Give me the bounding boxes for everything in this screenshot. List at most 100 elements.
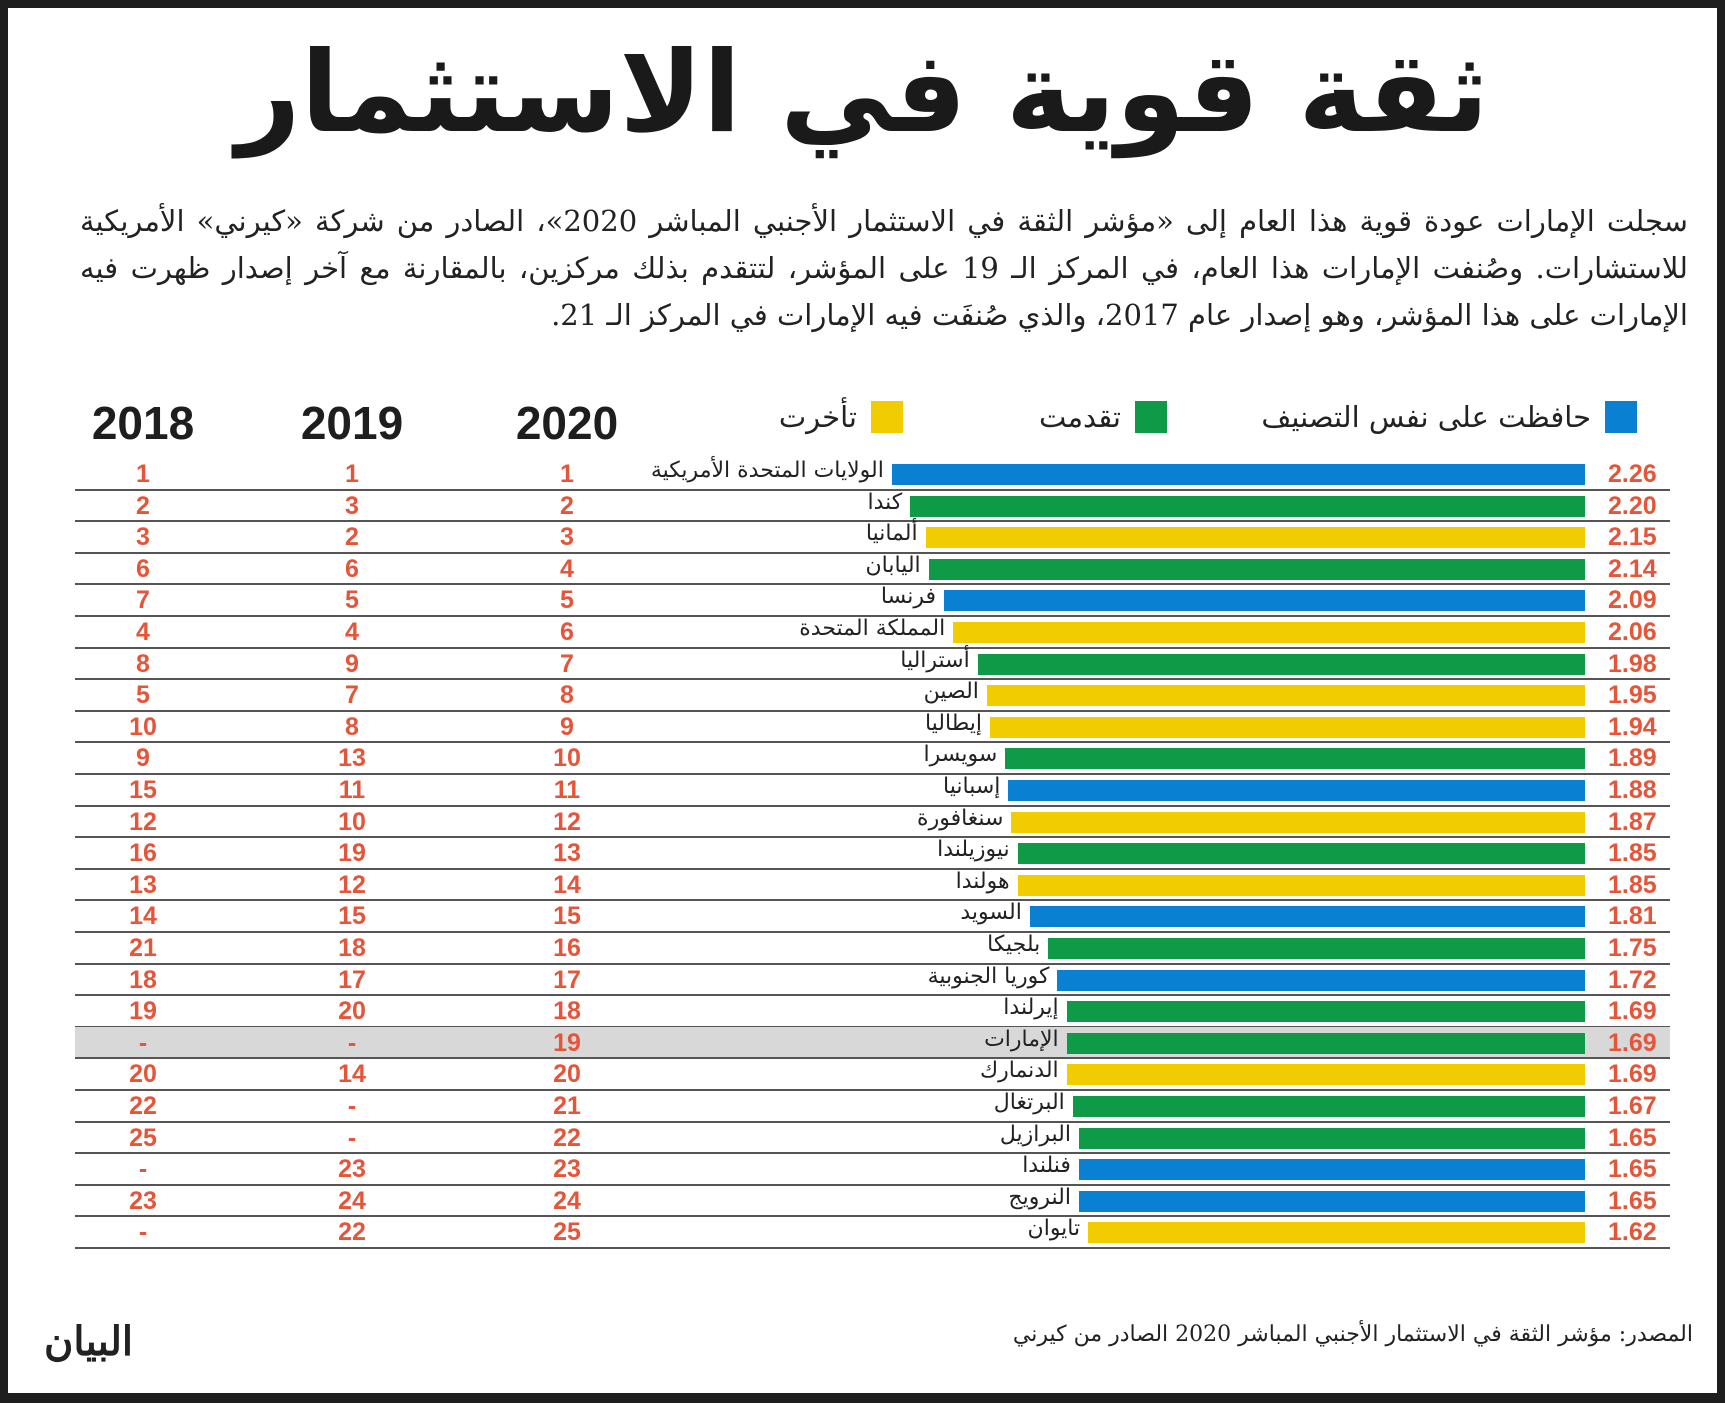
rank-2018: 23 [129, 1186, 157, 1215]
bar-same [1078, 1190, 1585, 1212]
legend-same: حافظت على نفس التصنيف [1261, 400, 1637, 434]
rank-2020: 12 [553, 807, 581, 836]
rank-2019: 22 [338, 1218, 366, 1247]
rank-2018: 19 [129, 997, 157, 1026]
bar-down [990, 716, 1585, 738]
rank-2020: 25 [553, 1218, 581, 1247]
rank-2020: 15 [553, 902, 581, 931]
rank-2020: 4 [560, 554, 574, 583]
country-label: أستراليا [900, 647, 970, 673]
row-divider [75, 1120, 1670, 1123]
table-row: 8 9 7 أستراليا 1.98 [75, 648, 1670, 680]
row-divider [75, 899, 1670, 902]
bar-down [925, 527, 1585, 549]
value-label: 1.65 [1608, 1155, 1657, 1184]
country-label: إسبانيا [943, 774, 1001, 799]
legend-label-up: تقدمت [1039, 400, 1121, 434]
rank-2018: 10 [129, 712, 157, 741]
rank-2020: 21 [553, 1092, 581, 1120]
country-label: سنغافورة [917, 805, 1004, 831]
rank-2019: 14 [338, 1060, 366, 1089]
country-label: بلجيكا [987, 932, 1041, 957]
rank-2020: 1 [560, 460, 574, 488]
rank-2018: 21 [129, 934, 157, 962]
rank-2019: 8 [345, 712, 359, 741]
table-row: - 22 25 تايوان 1.62 [75, 1216, 1670, 1248]
row-divider [75, 1089, 1670, 1091]
rank-2020: 9 [560, 712, 574, 741]
table-row: 10 8 9 إيطاليا 1.94 [75, 711, 1670, 743]
legend-swatch-down [871, 401, 903, 433]
rank-2019: 17 [338, 965, 366, 994]
rank-2019: 9 [345, 649, 359, 678]
legend-label-down: تأخرت [778, 400, 857, 434]
intro-paragraph: سجلت الإمارات عودة قوية هذا العام إلى «م… [80, 204, 1688, 332]
rank-2018: 20 [129, 1060, 157, 1089]
rank-2019: - [347, 1092, 357, 1120]
country-label: إيرلندا [1003, 995, 1059, 1021]
value-label: 2.14 [1608, 554, 1657, 583]
rank-2020: 6 [560, 618, 574, 646]
country-label: المملكة المتحدة [799, 616, 946, 641]
country-label: اليابان [865, 552, 921, 578]
rank-2018: 16 [129, 839, 157, 868]
row-divider [75, 1152, 1670, 1155]
year-header-2018: 2018 [91, 397, 195, 449]
rank-2018: 1 [136, 460, 150, 488]
value-label: 1.69 [1608, 1060, 1657, 1089]
rank-2019: 1 [345, 460, 359, 488]
bar-down [1011, 811, 1585, 833]
table-row: 1 1 1 الولايات المتحدة الأمريكية 2.26 [75, 458, 1670, 490]
rank-2018: 14 [129, 902, 157, 931]
country-label: الولايات المتحدة الأمريكية [650, 458, 884, 483]
country-label: تايوان [1027, 1216, 1081, 1242]
page-title: ثقة قوية في الاستثمار [236, 28, 1489, 158]
row-divider [75, 709, 1670, 712]
country-label: هولندا [955, 868, 1010, 894]
rank-2018: 13 [129, 870, 157, 899]
rank-2018: 12 [129, 807, 157, 836]
value-label: 2.26 [1608, 460, 1657, 488]
year-header-2019: 2019 [300, 397, 404, 449]
rank-2020: 8 [560, 681, 574, 710]
rank-2020: 17 [553, 965, 581, 994]
row-divider [75, 615, 1670, 617]
rank-2019: 3 [345, 491, 359, 520]
table-row-highlighted: - - 19 الإمارات 1.69 [75, 1026, 1670, 1059]
rank-2019: 4 [345, 618, 359, 646]
table-row: 20 14 20 الدنمارك 1.69 [75, 1058, 1670, 1090]
value-label: 1.89 [1608, 744, 1657, 773]
country-label: الإمارات [984, 1026, 1059, 1052]
row-divider [75, 741, 1670, 744]
row-divider [75, 962, 1670, 965]
rank-2019: 13 [338, 744, 366, 773]
bar-down [1017, 874, 1585, 896]
rank-2019: 18 [338, 934, 366, 962]
value-label: 1.85 [1608, 870, 1657, 899]
row-divider [75, 1215, 1670, 1218]
bar-same [1029, 906, 1585, 928]
table-row: 9 13 10 سويسرا 1.89 [75, 742, 1670, 774]
row-divider [75, 994, 1670, 997]
bar-same [943, 590, 1585, 612]
rank-2019: 6 [345, 554, 359, 583]
country-label: كوريا الجنوبية [927, 963, 1050, 989]
row-divider [75, 583, 1670, 586]
country-label: إيطاليا [924, 710, 982, 736]
rank-2019: - [347, 1123, 357, 1152]
value-label: 1.88 [1608, 776, 1657, 804]
rank-2018: - [138, 1155, 148, 1184]
table-row: 16 19 13 نيوزيلندا 1.85 [75, 837, 1670, 869]
country-label: كندا [867, 489, 903, 515]
source-note: المصدر: مؤشر الثقة في الاستثمار الأجنبي … [1012, 1322, 1693, 1347]
rank-2019: 19 [338, 839, 366, 868]
bar-up [1066, 1001, 1585, 1023]
table-row: 22 - 21 البرتغال 1.67 [75, 1090, 1670, 1122]
value-label: 2.15 [1608, 523, 1657, 552]
rank-2018: 25 [129, 1123, 157, 1152]
albayan-logo: البيان [44, 1318, 134, 1365]
bar-up [1066, 1032, 1585, 1054]
value-label: 1.98 [1608, 649, 1657, 678]
rank-2020: 14 [553, 870, 581, 899]
row-divider [75, 1057, 1670, 1060]
